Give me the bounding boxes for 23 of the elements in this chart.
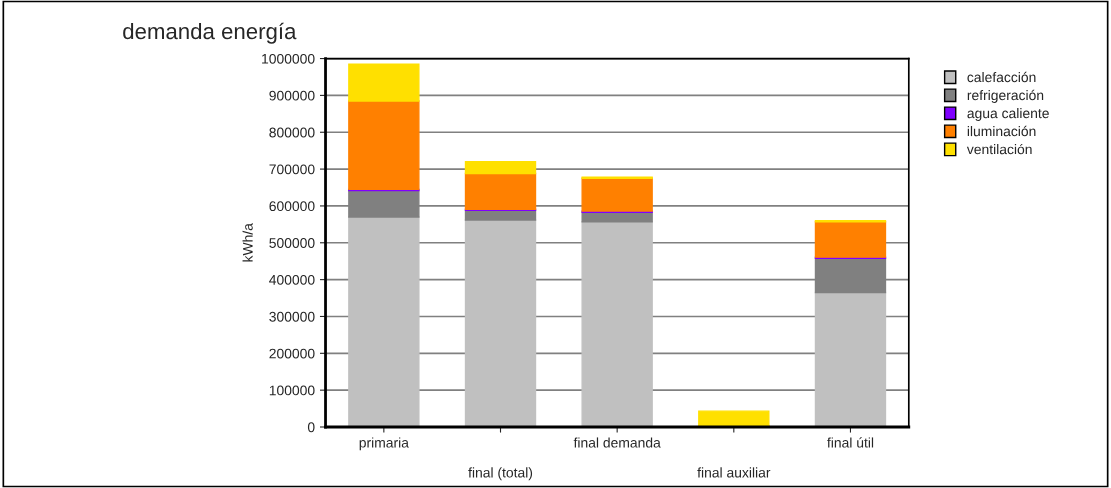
legend-label: calefacción: [967, 71, 1036, 83]
y-tick-label: 800000: [269, 127, 315, 138]
x-tick-label: final demanda: [573, 437, 661, 448]
y-tick-label: 700000: [269, 164, 315, 175]
y-axis-title: kWh/a: [242, 223, 253, 262]
y-tick-label: 500000: [269, 238, 315, 248]
x-tick-label: final auxiliar: [697, 467, 771, 478]
chart-title: demanda energía: [123, 22, 297, 44]
legend-label: ventilación: [966, 143, 1032, 155]
y-tick-label: 200000: [269, 348, 315, 359]
legend-label: agua caliente: [967, 108, 1049, 121]
y-tick-label: 600000: [269, 201, 315, 212]
x-tick-label: primaria: [359, 437, 409, 451]
legend-label: refrigeración: [967, 89, 1044, 103]
x-tick-label: final útil: [827, 437, 874, 448]
y-tick-label: 0: [307, 422, 315, 433]
y-tick-label: 300000: [269, 311, 315, 322]
y-tick-label: 1000000: [262, 53, 315, 64]
legend-label: iluminación: [967, 125, 1036, 137]
y-tick-label: 900000: [269, 90, 315, 101]
y-tick-label: 400000: [269, 274, 315, 285]
x-tick-label: final (total): [468, 467, 533, 481]
y-tick-label: 100000: [269, 385, 315, 396]
